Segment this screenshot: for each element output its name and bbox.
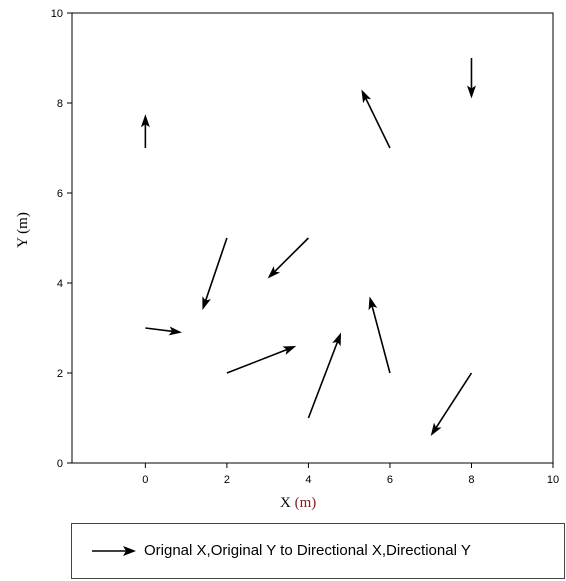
vector-arrow xyxy=(226,346,297,374)
vector-shaft xyxy=(203,237,228,305)
vector-shaft xyxy=(226,347,291,374)
vector-head xyxy=(168,326,183,336)
vector-head xyxy=(368,296,378,311)
legend-arrow-icon xyxy=(92,546,136,556)
quiver-plot: 0 2 4 6 8 10 0 2 4 6 8 10 X (m) Y (m) xyxy=(15,8,559,511)
vector-shaft xyxy=(271,237,309,275)
y-tick-label: 6 xyxy=(57,188,63,200)
y-tick-label: 0 xyxy=(57,458,63,470)
y-tick-label: 10 xyxy=(51,8,63,20)
vector-arrow xyxy=(140,114,150,148)
x-axis-title-main: X xyxy=(280,495,295,511)
x-axis-title: X (m) xyxy=(280,495,316,511)
vector-shaft xyxy=(307,337,340,419)
plot-frame xyxy=(71,12,554,464)
legend: Orignal X,Original Y to Directional X,Di… xyxy=(71,523,565,579)
legend-label: Orignal X,Original Y to Directional X,Di… xyxy=(144,542,471,559)
vector-head xyxy=(140,114,150,128)
vector-arrow xyxy=(145,326,183,336)
y-tick-label: 2 xyxy=(57,368,63,380)
vector-arrow xyxy=(368,296,391,374)
y-tick-label: 8 xyxy=(57,98,63,110)
vector-head xyxy=(466,85,476,99)
x-tick-label: 6 xyxy=(387,474,393,486)
vector-arrow xyxy=(466,58,476,99)
vector-head xyxy=(202,296,211,310)
x-tick-label: 8 xyxy=(468,474,474,486)
x-tick-label: 10 xyxy=(547,474,559,486)
vector-arrow xyxy=(267,237,309,279)
x-tick-label: 2 xyxy=(224,474,230,486)
x-axis-title-unit: (m) xyxy=(295,495,317,511)
vector-head xyxy=(361,89,372,104)
vector-head xyxy=(430,422,442,436)
vector-shaft xyxy=(433,372,473,432)
x-tick-label: 4 xyxy=(305,474,311,486)
vector-head xyxy=(332,332,342,347)
vector-arrow xyxy=(430,372,473,436)
x-tick-label: 0 xyxy=(142,474,148,486)
vector-arrow xyxy=(202,237,228,310)
vector-shaft xyxy=(145,327,177,333)
vector-head xyxy=(282,346,297,355)
y-tick-label: 4 xyxy=(57,278,63,290)
vector-arrow xyxy=(361,89,391,149)
vector-shaft xyxy=(363,94,391,149)
y-axis-title: Y (m) xyxy=(15,212,31,248)
vector-head xyxy=(267,266,281,279)
vector-shaft xyxy=(370,302,391,374)
vector-arrow xyxy=(307,332,342,419)
